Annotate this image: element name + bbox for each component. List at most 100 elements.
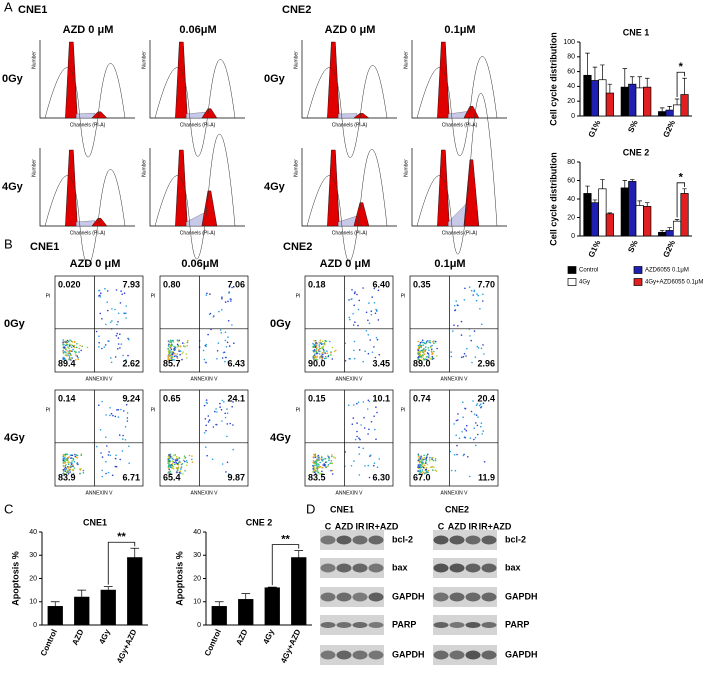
event-dot <box>480 405 483 408</box>
event-dot <box>376 310 378 312</box>
error-bar <box>267 586 277 588</box>
blot-band <box>465 563 481 573</box>
event-dot <box>125 305 127 307</box>
blot-band <box>320 650 336 660</box>
event-dot <box>179 470 181 473</box>
event-dot <box>222 351 225 354</box>
event-dot <box>312 461 315 464</box>
event-dot <box>101 400 103 403</box>
event-dot <box>318 341 320 344</box>
event-dot <box>319 342 322 345</box>
event-dot <box>462 401 464 404</box>
y-tick-label: 10 <box>193 599 201 606</box>
event-dot <box>103 346 106 348</box>
event-dot <box>351 289 353 291</box>
event-dot <box>455 300 458 302</box>
g2-peak <box>201 108 218 119</box>
y-axis-label: Apoptosis % <box>174 551 184 606</box>
event-dot <box>417 470 419 472</box>
scatter-cloud <box>417 400 486 478</box>
event-dot <box>185 460 188 462</box>
event-dot <box>211 458 214 461</box>
event-dot <box>217 342 220 344</box>
axis-label: PI <box>401 293 406 299</box>
bar <box>620 86 629 117</box>
event-dot <box>422 341 424 344</box>
event-dot <box>450 469 453 472</box>
event-dot <box>191 455 193 457</box>
event-dot <box>207 333 209 336</box>
event-dot <box>207 421 210 423</box>
event-dot <box>453 324 455 327</box>
event-dot <box>227 300 229 303</box>
event-dot <box>319 472 321 475</box>
event-dot <box>226 341 229 344</box>
event-dot <box>69 343 71 346</box>
row-label: 0Gy <box>4 318 26 330</box>
event-dot <box>99 429 102 431</box>
event-dot <box>474 436 477 439</box>
event-dot <box>356 435 358 438</box>
quadrant-value: 9.24 <box>122 393 140 403</box>
event-dot <box>426 463 429 466</box>
event-dot <box>168 340 170 343</box>
event-dot <box>170 466 173 469</box>
event-dot <box>171 339 174 342</box>
event-dot <box>185 353 188 355</box>
scatter-cloud <box>167 285 235 364</box>
event-dot <box>475 404 478 407</box>
event-dot <box>118 434 121 436</box>
event-dot <box>475 414 478 417</box>
event-dot <box>179 350 182 353</box>
bar <box>100 589 116 626</box>
event-dot <box>431 357 434 359</box>
event-dot <box>316 355 319 358</box>
dose-label: 0.06μM <box>181 258 218 270</box>
event-dot <box>421 462 423 465</box>
event-dot <box>348 316 351 319</box>
y-tick-label: 100 <box>563 39 575 46</box>
event-dot <box>354 291 356 293</box>
event-dot <box>431 353 434 356</box>
event-dot <box>71 357 73 359</box>
event-dot <box>170 348 173 351</box>
event-dot <box>117 348 119 350</box>
blot-band <box>368 622 384 628</box>
y-axis-label: Cell cycle distribution <box>548 152 558 246</box>
event-dot <box>423 462 425 465</box>
event-dot <box>421 457 423 460</box>
event-dot <box>480 425 482 428</box>
event-dot <box>177 468 179 470</box>
event-dot <box>99 296 102 298</box>
quadrant-value: 67.0 <box>413 472 431 482</box>
event-dot <box>225 471 227 473</box>
event-dot <box>362 401 365 403</box>
event-dot <box>358 437 360 440</box>
event-dot <box>377 319 380 321</box>
event-dot <box>320 458 323 461</box>
event-dot <box>322 458 325 461</box>
event-dot <box>315 459 318 462</box>
event-dot <box>70 463 73 466</box>
event-dot <box>173 345 175 348</box>
event-dot <box>224 360 226 363</box>
flow-frame <box>54 389 144 487</box>
event-dot <box>212 426 215 428</box>
quadrant-value: 24.1 <box>227 393 245 403</box>
event-dot <box>373 302 376 304</box>
quadrant-value: 90.0 <box>308 358 326 368</box>
histogram-axes <box>411 40 507 119</box>
x-tick-label: AZD <box>70 628 85 647</box>
axis-label: Number <box>403 51 409 69</box>
event-dot <box>330 469 332 472</box>
event-dot <box>170 350 172 352</box>
event-dot <box>73 350 76 353</box>
event-dot <box>70 340 73 343</box>
event-dot <box>225 346 228 348</box>
event-dot <box>320 355 323 357</box>
axis-label: Number <box>31 51 37 69</box>
event-dot <box>367 319 369 322</box>
protein-label: bcl-2 <box>392 534 413 544</box>
blot-strip <box>320 615 384 635</box>
blot-band <box>449 592 465 602</box>
